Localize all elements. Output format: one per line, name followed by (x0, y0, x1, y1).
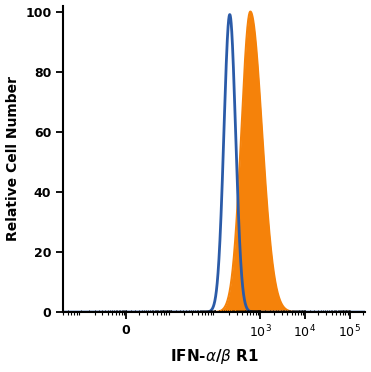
X-axis label: IFN-$\alpha$/$\beta$ R1: IFN-$\alpha$/$\beta$ R1 (170, 347, 259, 366)
Y-axis label: Relative Cell Number: Relative Cell Number (6, 76, 20, 241)
